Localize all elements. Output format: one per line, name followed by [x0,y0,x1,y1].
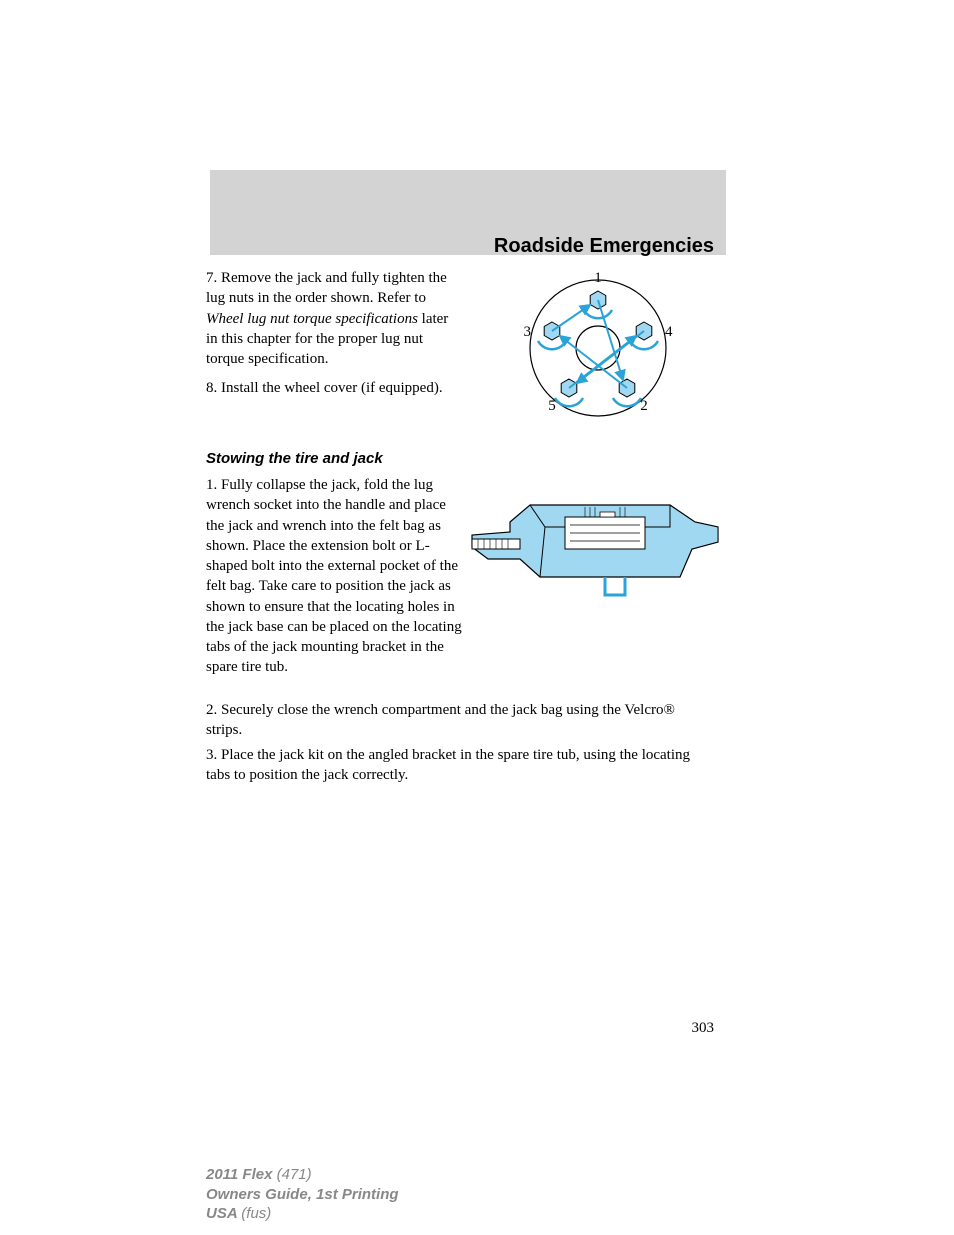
jack-stowage-diagram [470,487,720,607]
lug-label-4: 4 [665,324,673,340]
page-number: 303 [692,1020,715,1037]
footer-line2: Owners Guide, 1st Printing [206,1185,399,1205]
section-title: Roadside Emergencies [494,235,714,258]
footer-line3-rest: (fus) [241,1205,271,1222]
p1-italic: Wheel lug nut torque specifications [206,311,418,327]
footer-line3: USA (fus) [206,1204,399,1224]
paragraph-stow-2: 2. Securely close the wrench compartment… [206,700,706,741]
paragraph-7: 7. Remove the jack and fully tighten the… [206,268,456,369]
footer-line3-bold: USA [206,1205,241,1222]
footer-block: 2011 Flex (471) Owners Guide, 1st Printi… [206,1165,399,1224]
paragraph-stow-3: 3. Place the jack kit on the angled brac… [206,745,706,786]
footer-line1: 2011 Flex (471) [206,1165,399,1185]
footer-line1-rest: (471) [277,1166,312,1183]
p1-a: 7. Remove the jack and fully tighten the… [206,270,447,306]
subheading-stowing: Stowing the tire and jack [206,450,383,467]
lug-nut-diagram: 1 4 2 5 3 [488,268,708,428]
lug-label-1: 1 [594,270,602,286]
lug-label-3: 3 [524,324,532,340]
paragraph-stow-1: 1. Fully collapse the jack, fold the lug… [206,475,466,678]
paragraph-8: 8. Install the wheel cover (if equipped)… [206,378,456,398]
lug-label-5: 5 [548,398,556,414]
lug-label-2: 2 [640,398,648,414]
footer-line1-bold: 2011 Flex [206,1166,277,1183]
